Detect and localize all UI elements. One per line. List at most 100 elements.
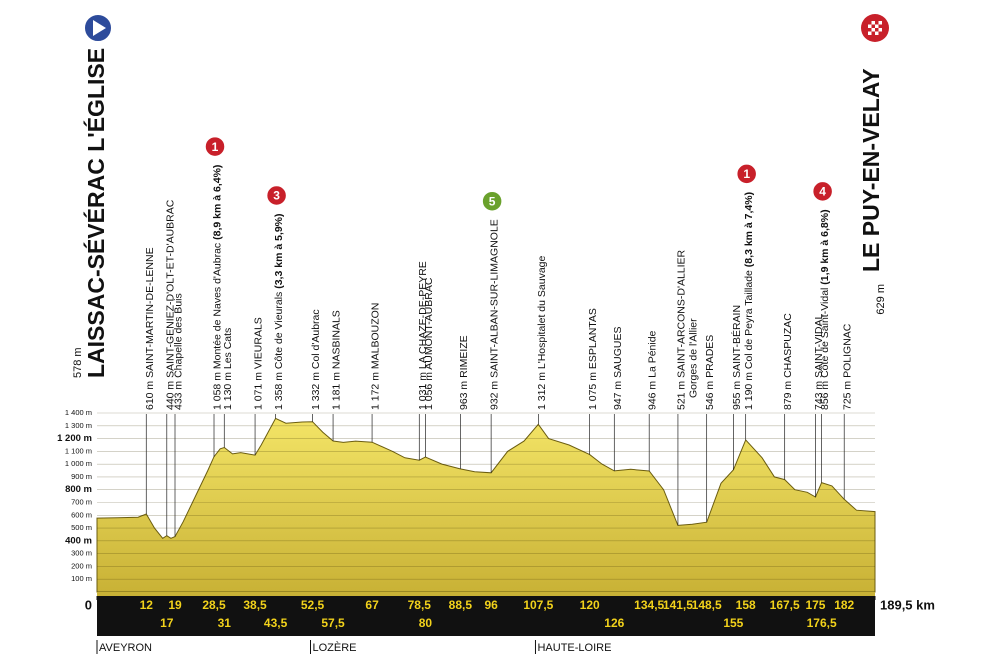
y-tick-label: 1 400 m (65, 408, 92, 417)
waypoint-label: 955 m SAINT-BÉRAIN (730, 305, 743, 410)
start-arrow (93, 20, 106, 36)
waypoint-name: 521 m SAINT-ARCONS-D'ALLIER (675, 249, 687, 410)
climb-badge (265, 184, 288, 207)
climb-category: 1 (212, 140, 219, 154)
waypoint-label: 946 m La Pénide (646, 330, 658, 410)
finish-checker (868, 21, 882, 35)
waypoint-name: 610 m SAINT-MARTIN-DE-LENNE (144, 247, 156, 410)
km-label: 134,5 (634, 598, 664, 612)
climb-stats: (8,3 km à 7,4%) (743, 192, 755, 267)
km-label: 167,5 (770, 598, 800, 612)
y-tick-label: 900 m (71, 472, 92, 481)
waypoint-name: 1 056 m AUMONT-AUBRAC (423, 277, 435, 410)
km-label: 175 (805, 598, 825, 612)
climb-stats: (3,3 km à 5,9%) (273, 213, 285, 288)
waypoint-label: 879 m CHASPUZAC (782, 313, 794, 410)
waypoint-label: 1 058 m Montée de Naves d'Aubrac (8,9 km… (211, 165, 223, 410)
waypoint-name: 946 m La Pénide (646, 330, 658, 410)
start-name: LAISSAC-SÉVÉRAC L'ÉGLISE (82, 48, 109, 378)
waypoint-label: 1 312 m L'Hospitalet du Sauvage (536, 255, 548, 410)
km-label: 38,5 (243, 598, 267, 612)
y-tick-label: 300 m (71, 549, 92, 558)
waypoint-name: 1 058 m Montée de Naves d'Aubrac (211, 243, 223, 410)
waypoint-label: 1 071 m VIEURALS (252, 317, 264, 410)
waypoint-name: 546 m PRADES (704, 335, 716, 410)
waypoint-label: 433 m Chapelle des Buis (172, 293, 184, 410)
profile-base (97, 592, 875, 596)
waypoint-name: 963 m RIMEIZE (458, 335, 470, 410)
waypoint-name: 879 m CHASPUZAC (782, 313, 794, 410)
y-tick-label: 1 000 m (65, 459, 92, 468)
km-label: 78,5 (408, 598, 432, 612)
waypoint-name: 932 m SAINT-ALBAN-SUR-LIMAGNOLE (488, 219, 500, 410)
km-label: 96 (484, 598, 498, 612)
waypoint-name: 1 332 m Col d'Aubrac (310, 309, 322, 410)
km-label: 107,5 (523, 598, 553, 612)
km-label: 52,5 (301, 598, 325, 612)
waypoint-name: 1 172 m MALBOUZON (369, 303, 381, 410)
waypoint-name: 947 m SAUGUES (612, 327, 624, 410)
climb-badge (204, 135, 226, 158)
km-label: 57,5 (321, 616, 345, 630)
y-tick-label: 1 200 m (57, 433, 92, 444)
waypoint-label: 725 m POLIGNAC (841, 323, 853, 410)
climb-stats: (8,9 km à 6,4%) (211, 165, 223, 240)
km-label: 182 (834, 598, 854, 612)
climb-category: 3 (273, 189, 280, 203)
waypoint-label: 1 130 m Les Cats (222, 328, 234, 410)
y-tick-label: 100 m (71, 574, 92, 583)
waypoint-name: 1 358 m Côte de Vieurals (273, 292, 285, 410)
km-label: 19 (168, 598, 182, 612)
km-label: 43,5 (264, 616, 288, 630)
waypoint-label: 1 031 m LA CHAZE-DE-PEYRE (417, 261, 429, 410)
km-label: 155 (723, 616, 743, 630)
waypoint-label: 963 m RIMEIZE (458, 335, 470, 410)
waypoint-name: 1 181 m NASBINALS (330, 310, 342, 410)
y-tick-label: 700 m (71, 497, 92, 506)
waypoint-name: 856 m Côte de Saint-Vidal (819, 288, 831, 410)
km-band (97, 596, 875, 636)
waypoint-label: 1 358 m Côte de Vieurals (3,3 km à 5,9%) (273, 213, 285, 410)
km-label: 28,5 (202, 598, 226, 612)
waypoint-label: 1 075 m ESPLANTAS (587, 308, 599, 410)
km-label: 80 (419, 616, 433, 630)
km-label: 88,5 (449, 598, 473, 612)
waypoint-label: 1 332 m Col d'Aubrac (310, 309, 322, 410)
km-label: 158 (736, 598, 756, 612)
waypoint-name: 1 190 m Col de Peyra Taillade (743, 270, 755, 410)
waypoint-label: 947 m SAUGUES (612, 327, 624, 410)
waypoint-name: 725 m POLIGNAC (841, 323, 853, 410)
waypoint-label: 1 181 m NASBINALS (330, 310, 342, 410)
region-name: LOZÈRE (312, 641, 356, 654)
waypoint-name: 1 031 m LA CHAZE-DE-PEYRE (417, 261, 429, 410)
y-tick-label: 200 m (71, 561, 92, 570)
y-tick-label: 800 m (65, 484, 92, 495)
waypoint-name: 440 m SAINT-GENIEZ-D'OLT-ET-D'AUBRAC (164, 199, 176, 410)
start-altitude: 578 m (72, 347, 84, 378)
waypoint-label: 1 056 m AUMONT-AUBRAC (423, 277, 435, 410)
y-tick-label: 500 m (71, 523, 92, 532)
waypoint-name: 743 m SAINT-VIDAL (813, 314, 825, 410)
y-tick-label: 1 300 m (65, 421, 92, 430)
waypoint-label: 610 m SAINT-MARTIN-DE-LENNE (144, 247, 156, 410)
waypoint-name: 1 075 m ESPLANTAS (587, 308, 599, 410)
waypoint-name: 955 m SAINT-BÉRAIN (730, 305, 743, 410)
climb-category: 5 (489, 194, 496, 208)
climb-badge (811, 180, 834, 203)
km-label: 67 (365, 598, 379, 612)
km-label: 141,5 (663, 598, 693, 612)
waypoint-label: 521 m SAINT-ARCONS-D'ALLIER (675, 249, 687, 410)
km-label: 120 (580, 598, 600, 612)
x-tick-label: 0 (85, 597, 92, 612)
waypoint-name: 1 312 m L'Hospitalet du Sauvage (536, 255, 548, 410)
climb-category: 4 (819, 185, 826, 199)
elevation-area (96, 417, 876, 593)
waypoint-label: 1 190 m Col de Peyra Taillade (8,3 km à … (743, 192, 755, 410)
km-label: 12 (140, 598, 154, 612)
waypoint-name: 1 071 m VIEURALS (252, 317, 264, 410)
climb-badge (481, 190, 503, 212)
y-tick-label: 600 m (71, 510, 92, 519)
region-name: AVEYRON (99, 642, 152, 654)
waypoint-name: 1 130 m Les Cats (222, 328, 234, 410)
